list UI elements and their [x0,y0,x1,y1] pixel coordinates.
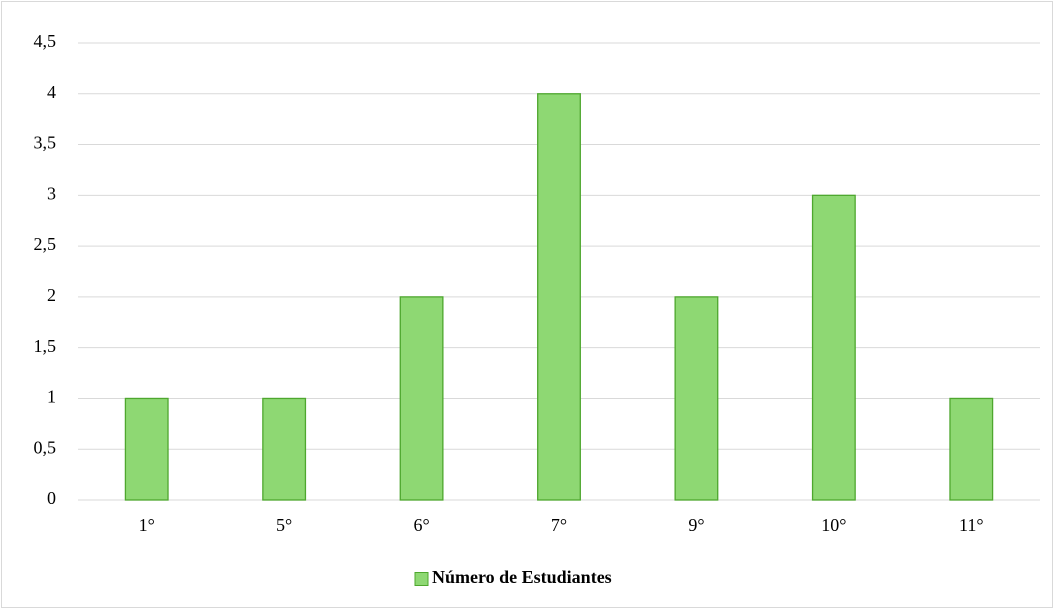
x-tick-label: 5° [276,515,292,535]
y-tick-label: 3,5 [34,133,57,153]
bar [124,397,169,501]
bar [262,397,307,501]
legend-swatch [414,572,429,586]
y-tick-label: 1,5 [34,336,57,356]
x-tick-label: 10° [821,515,846,535]
y-tick-label: 2,5 [34,234,57,254]
legend-label: Número de Estudiantes [432,567,612,587]
y-tick-label: 4,5 [34,31,57,51]
x-tick-label: 1° [139,515,155,535]
x-tick-label: 9° [688,515,704,535]
bar [949,397,994,501]
bar [811,194,856,501]
x-tick-label: 6° [413,515,429,535]
x-tick-label: 11° [959,515,984,535]
bar [537,93,581,501]
y-tick-label: 1 [47,387,56,407]
x-tick-label: 7° [551,515,567,535]
y-tick-label: 0 [47,488,56,508]
y-tick-label: 4 [47,82,56,102]
y-tick-label: 2 [47,285,56,305]
bar [399,296,444,501]
bar [674,296,719,501]
y-tick-label: 3 [47,183,56,203]
y-tick-label: 0,5 [34,437,57,457]
